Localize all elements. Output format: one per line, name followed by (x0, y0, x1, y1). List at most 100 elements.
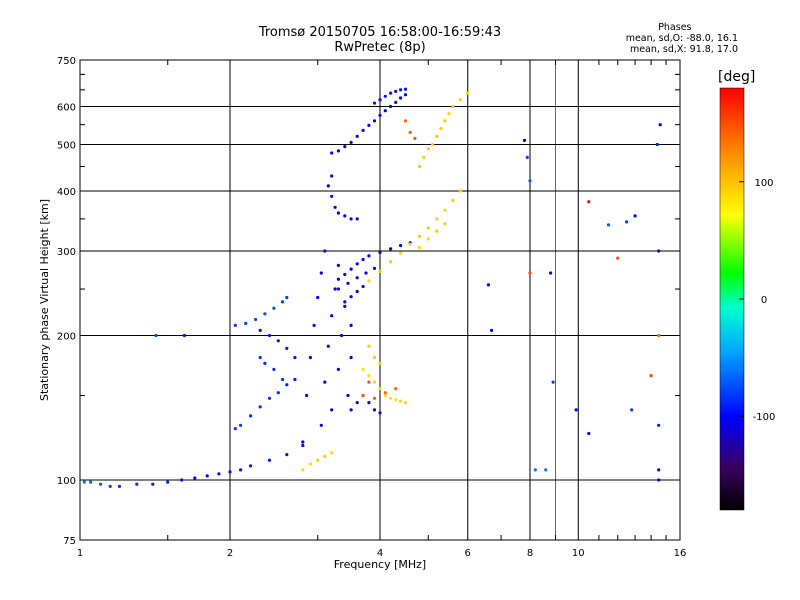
data-point-o-mode (267, 333, 272, 338)
data-point-x-mode (378, 361, 382, 365)
phases-stats-o: mean, sd,O: -88.0, 16.1 (625, 33, 738, 44)
data-point-o-mode (330, 194, 334, 198)
y-tick-label: 600 (57, 103, 76, 114)
data-point-x-mode (330, 451, 334, 455)
data-point-o-mode (272, 367, 276, 371)
data-point-o-mode (285, 346, 289, 350)
x-axis-label: Frequency [MHz] (334, 558, 426, 571)
data-point-sparse (630, 408, 634, 412)
data-point-sparse (657, 249, 661, 253)
data-point-x-mode (403, 401, 408, 405)
data-point-o-mode (285, 295, 289, 300)
data-point-o-mode (239, 468, 243, 472)
data-point-o-mode (349, 217, 353, 221)
data-point-o-mode (355, 289, 359, 294)
y-tick-label: 500 (57, 141, 76, 152)
data-point-x-mode (426, 226, 430, 230)
data-point-o-mode (340, 333, 344, 338)
data-point-sparse (658, 123, 662, 127)
data-point-sparse (522, 138, 527, 142)
data-point-x-mode (426, 147, 430, 151)
data-point-o-mode (403, 93, 408, 97)
data-point-sparse (625, 220, 629, 224)
data-point-sparse (544, 468, 548, 472)
colorbar-tick-label: 100 (754, 178, 773, 189)
data-point-x-mode (417, 164, 422, 169)
grid (79, 59, 681, 541)
data-point-o-mode (394, 100, 398, 104)
data-point-x-mode (301, 468, 305, 472)
data-point-o-mode (258, 405, 262, 409)
data-point-o-mode (281, 377, 285, 382)
data-point-sparse (490, 328, 494, 332)
data-point-x-mode (361, 393, 365, 398)
data-point-o-mode (108, 484, 112, 488)
data-point-x-mode (443, 208, 447, 212)
data-point-o-mode (336, 277, 340, 281)
data-point-o-mode (239, 423, 243, 427)
data-point-o-mode (349, 267, 353, 271)
data-point-o-mode (99, 482, 103, 486)
data-point-sparse (549, 271, 553, 275)
x-tick-label: 8 (527, 548, 533, 559)
data-point-x-mode (389, 260, 393, 264)
data-point-o-mode (399, 96, 403, 100)
data-point-x-mode (372, 380, 377, 384)
data-point-o-mode (343, 272, 347, 277)
data-point-o-mode (244, 321, 248, 325)
data-point-x-mode (361, 367, 365, 371)
data-point-o-mode (293, 377, 297, 382)
data-point-sparse (533, 468, 537, 472)
data-point-o-mode (399, 88, 403, 92)
phases-stats-x: mean, sd,X: 91.8, 17.0 (629, 44, 738, 55)
y-tick-label: 400 (57, 187, 76, 198)
data-point-x-mode (528, 271, 532, 275)
data-point-o-mode (308, 355, 312, 360)
data-point-x-mode (439, 126, 443, 131)
data-point-x-mode (323, 454, 327, 458)
data-point-o-mode (267, 458, 272, 462)
data-point-x-mode (394, 387, 398, 391)
data-point-o-mode (389, 247, 393, 251)
data-point-x-mode (399, 399, 403, 403)
data-point-x-mode (413, 136, 417, 140)
data-point-sparse (633, 214, 637, 218)
data-point-x-mode (447, 112, 451, 116)
data-point-o-mode (326, 184, 330, 188)
data-point-x-mode (649, 374, 653, 378)
data-point-o-mode (372, 266, 377, 270)
data-point-o-mode (276, 339, 280, 343)
data-point-o-mode (343, 304, 347, 308)
data-point-x-mode (431, 142, 435, 147)
data-point-o-mode (326, 344, 330, 348)
data-point-sparse (587, 431, 591, 436)
data-point-x-mode (367, 279, 371, 283)
data-point-x-mode (451, 104, 455, 109)
data-point-x-mode (367, 344, 371, 348)
data-point-o-mode (349, 408, 353, 412)
data-point-x-mode (458, 189, 462, 193)
data-point-o-mode (403, 87, 408, 91)
data-point-o-mode (316, 295, 320, 300)
data-point-o-mode (367, 254, 371, 258)
data-point-o-mode (343, 214, 347, 218)
data-point-o-mode (372, 119, 377, 123)
data-point-x-mode (657, 333, 661, 338)
data-points (82, 87, 662, 488)
data-point-o-mode (336, 287, 340, 291)
data-point-o-mode (323, 380, 327, 384)
data-point-o-mode (228, 470, 232, 474)
x-tick-label: 2 (227, 548, 233, 559)
data-point-o-mode (182, 333, 186, 338)
data-point-x-mode (367, 374, 371, 378)
data-point-sparse (606, 223, 611, 227)
data-point-o-mode (135, 482, 139, 486)
data-point-o-mode (330, 408, 334, 412)
data-point-o-mode (312, 323, 316, 327)
data-point-o-mode (263, 312, 267, 316)
data-point-o-mode (343, 145, 347, 149)
data-point-o-mode (258, 328, 262, 332)
data-point-o-mode (151, 482, 155, 486)
colorbar-label: [deg] (718, 69, 756, 85)
chart-subtitle: RwPretec (8p) (334, 40, 426, 55)
